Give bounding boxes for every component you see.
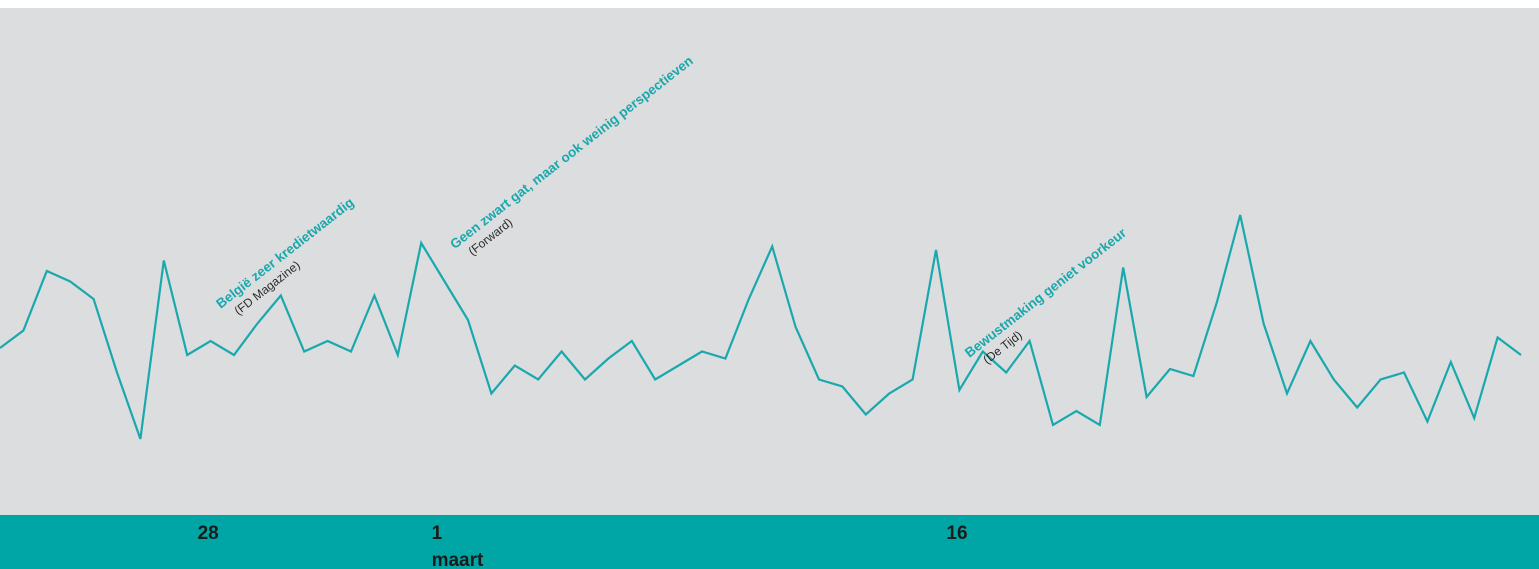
x-axis-band	[0, 515, 1539, 569]
annotation: Bewustmaking geniet voorkeur(De Tijd)	[962, 225, 1130, 367]
chart-area: 28 1 maart 16 België zeer kredietwaardig (FD …	[0, 8, 1539, 569]
line-chart: 28 1 maart 16 België zeer kredietwaardig(FD …	[0, 53, 1539, 569]
annotation-title: België zeer kredietwaardig	[213, 195, 356, 312]
x-tick-label: 28	[198, 523, 219, 544]
annotation-title: Geen zwart gat, maar ook weinig perspect…	[447, 53, 696, 252]
annotation-title: Bewustmaking geniet voorkeur	[962, 225, 1130, 361]
x-tick-label: 16	[946, 523, 967, 544]
annotation: Geen zwart gat, maar ook weinig perspect…	[447, 53, 696, 258]
annotation: België zeer kredietwaardig(FD Magazine)	[213, 195, 356, 318]
series-line	[0, 214, 1522, 440]
x-tick-sublabel: maart	[432, 550, 484, 569]
x-tick-label: 1	[432, 523, 443, 544]
